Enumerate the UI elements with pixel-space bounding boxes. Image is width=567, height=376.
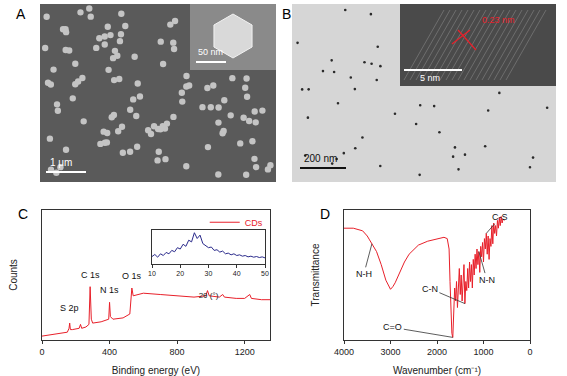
svg-text:D: D [320,206,330,222]
svg-text:Transmittance: Transmittance [310,243,321,306]
svg-text:C=O: C=O [383,322,402,332]
svg-text:1000: 1000 [473,347,493,357]
svg-text:1 μm: 1 μm [50,157,72,168]
svg-text:N-H: N-H [356,269,372,279]
svg-text:A: A [16,6,26,22]
svg-text:30: 30 [205,270,213,277]
svg-text:B: B [282,6,291,22]
svg-text:S 2p: S 2p [60,303,79,313]
svg-text:C-N: C-N [422,284,438,294]
svg-text:C-S: C-S [492,212,508,222]
svg-text:50 nm: 50 nm [198,47,223,57]
svg-text:Counts: Counts [8,259,19,291]
svg-text:N-N: N-N [479,275,495,285]
svg-text:O 1s: O 1s [122,271,142,281]
svg-text:CDs: CDs [245,218,263,228]
svg-text:C 1s: C 1s [81,270,100,280]
svg-text:N 1s: N 1s [100,285,119,295]
svg-text:0: 0 [527,347,532,357]
svg-text:5 nm: 5 nm [420,73,440,83]
svg-text:0.23 nm: 0.23 nm [482,15,515,25]
svg-text:4000: 4000 [334,347,354,357]
svg-text:20: 20 [176,270,184,277]
svg-text:0: 0 [39,347,44,357]
svg-text:C: C [18,206,28,222]
svg-text:400: 400 [102,347,117,357]
svg-text:2θ (°): 2θ (°) [199,291,219,300]
svg-text:10: 10 [148,270,156,277]
svg-text:Binding energy (eV): Binding energy (eV) [112,365,200,376]
svg-text:40: 40 [233,270,241,277]
svg-text:50: 50 [261,270,269,277]
svg-text:3000: 3000 [380,347,400,357]
svg-text:1200: 1200 [235,347,255,357]
svg-text:2000: 2000 [427,347,447,357]
svg-text:Wavenumber (cm⁻¹): Wavenumber (cm⁻¹) [393,365,481,376]
svg-text:800: 800 [170,347,185,357]
svg-text:200 nm: 200 nm [304,153,337,164]
